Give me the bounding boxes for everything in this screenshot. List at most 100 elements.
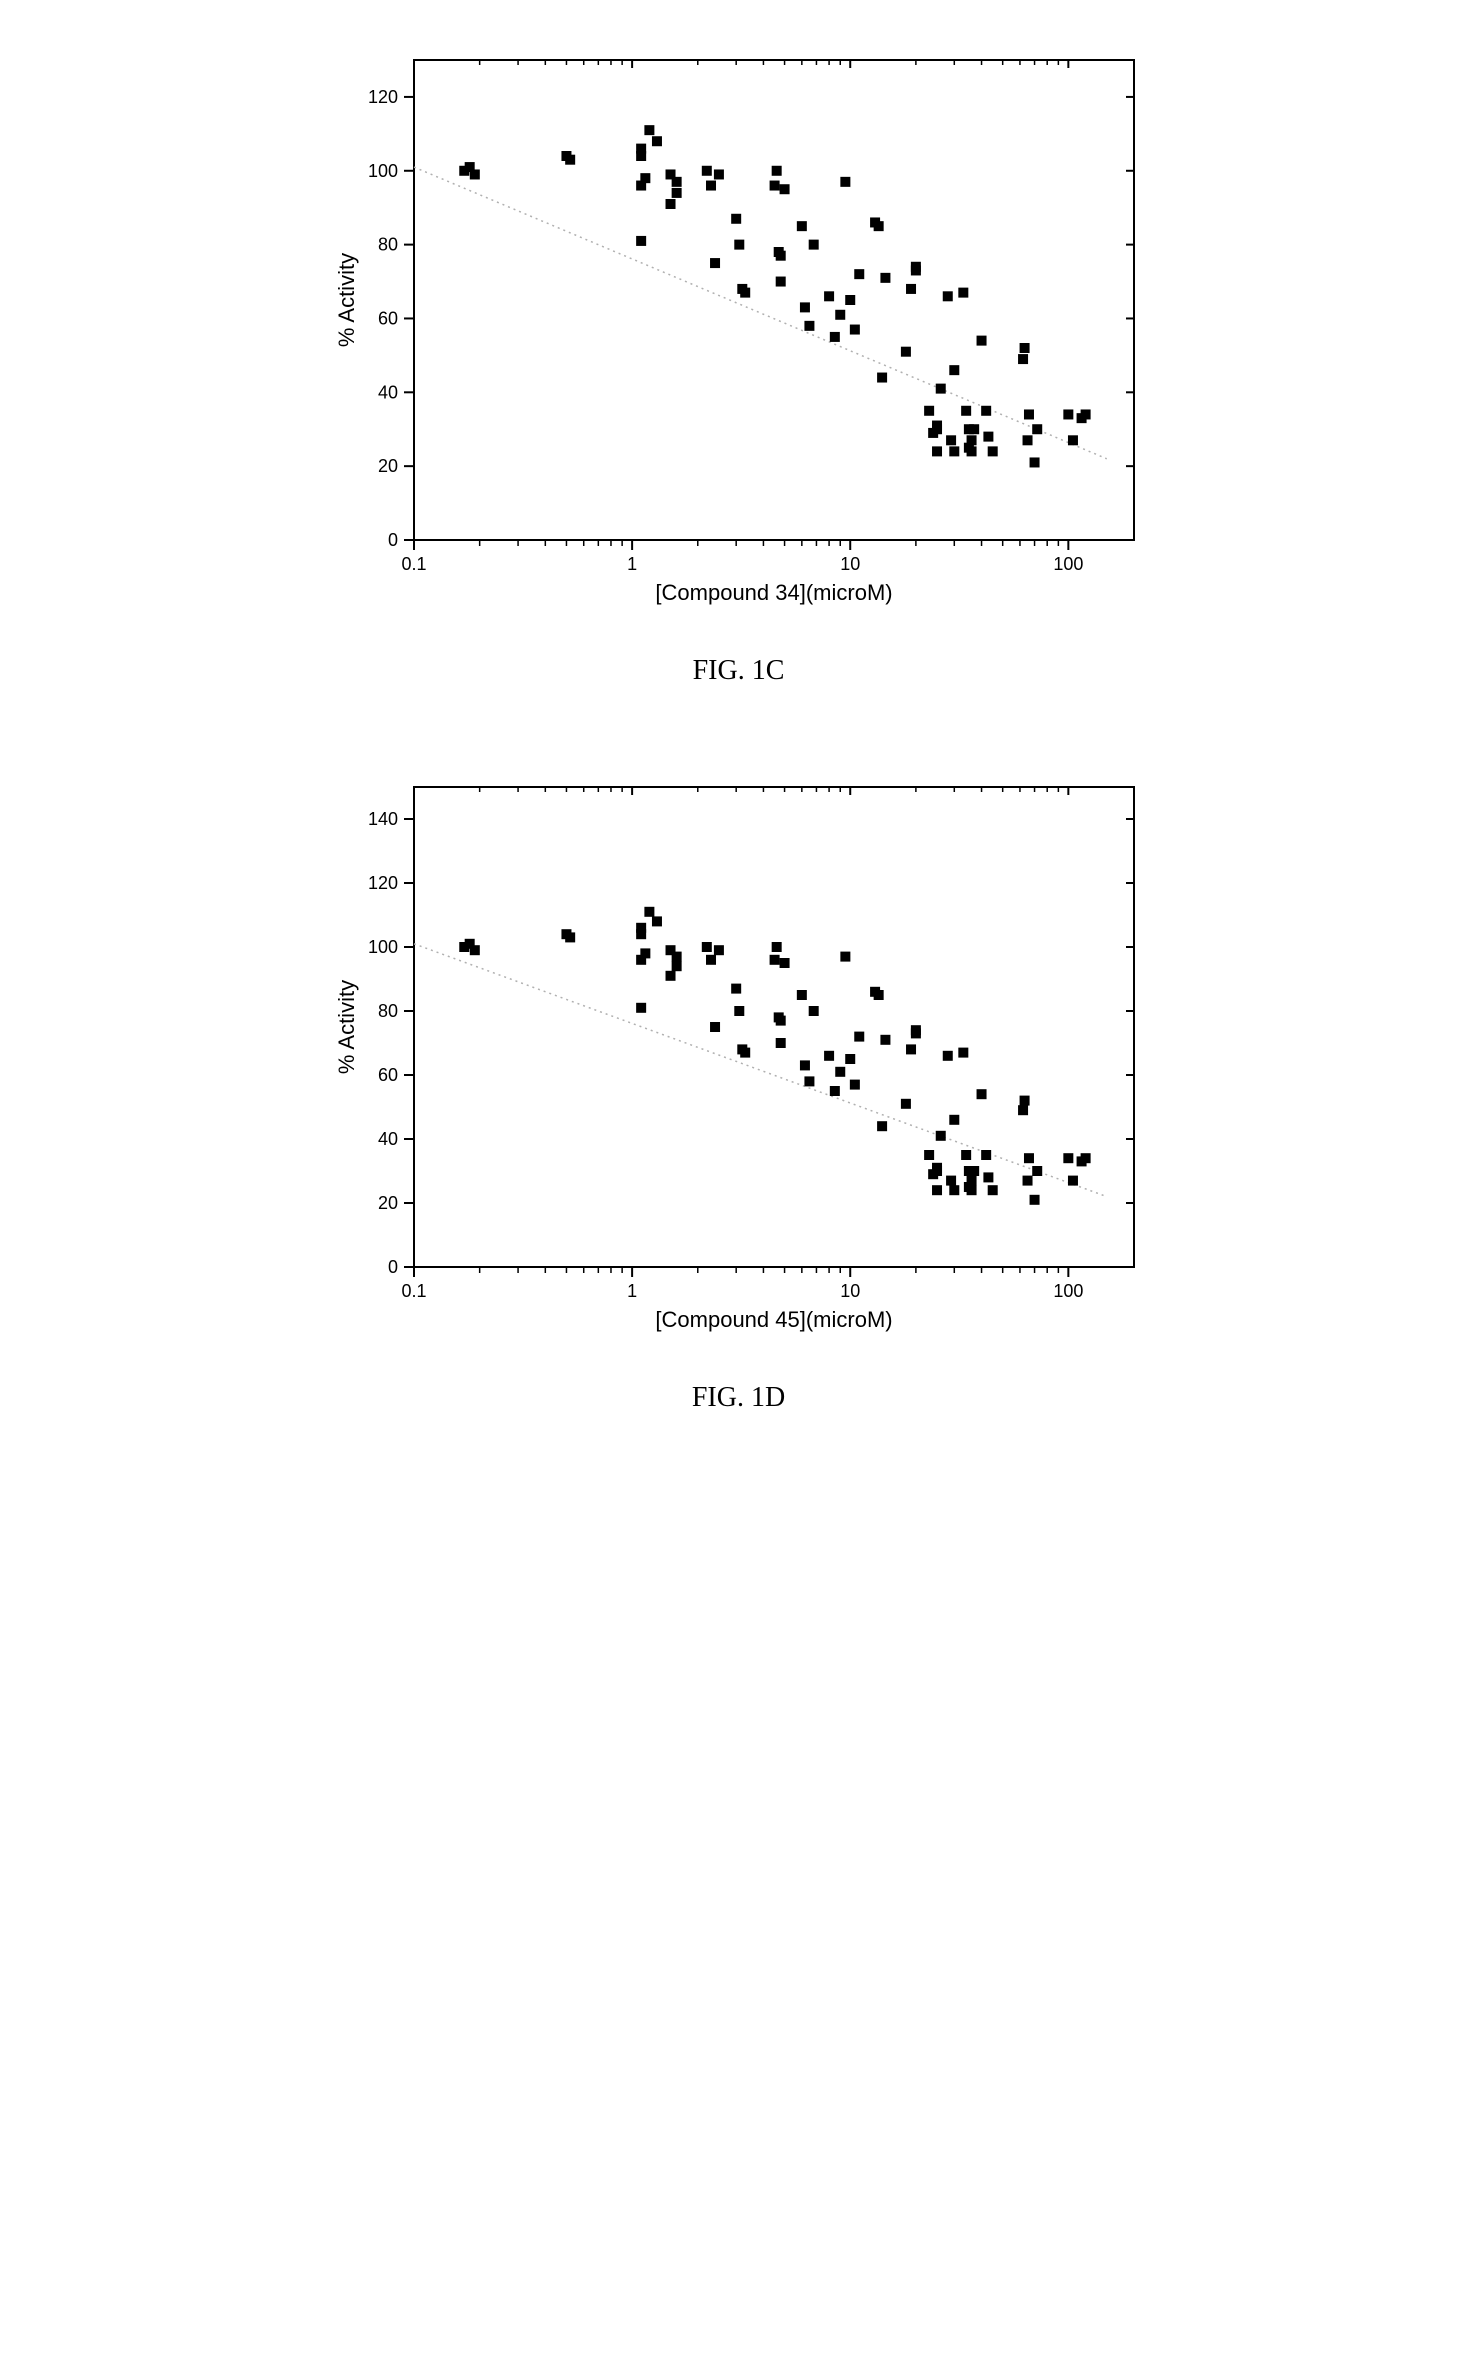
data-point bbox=[840, 952, 850, 962]
data-point bbox=[835, 310, 845, 320]
data-point bbox=[706, 181, 716, 191]
data-point bbox=[969, 1166, 979, 1176]
x-tick-label: 100 bbox=[1053, 554, 1083, 574]
data-point bbox=[1018, 354, 1028, 364]
data-point bbox=[799, 302, 809, 312]
data-point bbox=[775, 1038, 785, 1048]
data-point bbox=[779, 184, 789, 194]
data-point bbox=[854, 1032, 864, 1042]
data-point bbox=[469, 169, 479, 179]
data-point bbox=[779, 958, 789, 968]
data-point bbox=[987, 446, 997, 456]
data-point bbox=[1019, 1096, 1029, 1106]
data-point bbox=[1067, 1176, 1077, 1186]
data-point bbox=[966, 446, 976, 456]
data-point bbox=[824, 291, 834, 301]
x-axis-label: [Compound 45](microM) bbox=[655, 1307, 892, 1332]
data-point bbox=[1029, 457, 1039, 467]
charts-container: 0204060801001200.1110100[Compound 34](mi… bbox=[40, 40, 1437, 1414]
y-tick-label: 60 bbox=[377, 308, 397, 328]
y-tick-label: 20 bbox=[377, 1193, 397, 1213]
data-point bbox=[961, 406, 971, 416]
data-point bbox=[958, 288, 968, 298]
data-point bbox=[734, 1006, 744, 1016]
data-point bbox=[969, 424, 979, 434]
data-point bbox=[829, 1086, 839, 1096]
data-point bbox=[769, 955, 779, 965]
figure-caption: FIG. 1D bbox=[289, 1382, 1189, 1414]
data-point bbox=[740, 1048, 750, 1058]
y-tick-label: 140 bbox=[367, 809, 397, 829]
data-point bbox=[854, 269, 864, 279]
data-point bbox=[849, 325, 859, 335]
data-point bbox=[900, 1099, 910, 1109]
data-point bbox=[804, 321, 814, 331]
data-point bbox=[966, 1185, 976, 1195]
data-point bbox=[1023, 1153, 1033, 1163]
data-point bbox=[880, 1035, 890, 1045]
data-point bbox=[640, 173, 650, 183]
figure-fig1d: 0204060801001201400.1110100[Compound 45]… bbox=[289, 767, 1189, 1414]
data-point bbox=[636, 236, 646, 246]
data-point bbox=[671, 177, 681, 187]
data-point bbox=[877, 373, 887, 383]
data-point bbox=[935, 384, 945, 394]
figure-caption: FIG. 1C bbox=[289, 655, 1189, 687]
data-point bbox=[880, 273, 890, 283]
data-point bbox=[565, 932, 575, 942]
data-point bbox=[1029, 1195, 1039, 1205]
data-point bbox=[877, 1121, 887, 1131]
data-point bbox=[799, 1060, 809, 1070]
data-point bbox=[1067, 435, 1077, 445]
data-point bbox=[1022, 435, 1032, 445]
data-point bbox=[835, 1067, 845, 1077]
y-tick-label: 20 bbox=[377, 456, 397, 476]
data-point bbox=[636, 144, 646, 154]
data-point bbox=[734, 240, 744, 250]
data-point bbox=[949, 1115, 959, 1125]
data-point bbox=[935, 1131, 945, 1141]
data-point bbox=[671, 952, 681, 962]
data-point bbox=[713, 169, 723, 179]
data-point bbox=[713, 945, 723, 955]
data-point bbox=[910, 1028, 920, 1038]
data-point bbox=[710, 1022, 720, 1032]
data-point bbox=[873, 990, 883, 1000]
data-point bbox=[946, 435, 956, 445]
data-point bbox=[775, 251, 785, 261]
y-tick-label: 100 bbox=[367, 161, 397, 181]
data-point bbox=[983, 432, 993, 442]
data-point bbox=[949, 446, 959, 456]
y-tick-label: 0 bbox=[387, 530, 397, 550]
data-point bbox=[906, 1044, 916, 1054]
data-point bbox=[932, 1163, 942, 1173]
data-point bbox=[636, 1003, 646, 1013]
data-point bbox=[900, 347, 910, 357]
y-tick-label: 80 bbox=[377, 235, 397, 255]
data-point bbox=[932, 421, 942, 431]
data-point bbox=[771, 942, 781, 952]
data-point bbox=[706, 955, 716, 965]
data-point bbox=[804, 1076, 814, 1086]
data-point bbox=[644, 125, 654, 135]
y-tick-label: 40 bbox=[377, 382, 397, 402]
data-point bbox=[1032, 1166, 1042, 1176]
data-point bbox=[640, 948, 650, 958]
data-point bbox=[771, 166, 781, 176]
data-point bbox=[1019, 343, 1029, 353]
y-tick-label: 120 bbox=[367, 873, 397, 893]
data-point bbox=[987, 1185, 997, 1195]
data-point bbox=[829, 332, 839, 342]
data-point bbox=[775, 277, 785, 287]
data-point bbox=[651, 136, 661, 146]
data-point bbox=[731, 984, 741, 994]
data-point bbox=[966, 435, 976, 445]
data-point bbox=[796, 990, 806, 1000]
x-tick-label: 10 bbox=[840, 554, 860, 574]
data-point bbox=[981, 1150, 991, 1160]
figure-fig1c: 0204060801001200.1110100[Compound 34](mi… bbox=[289, 40, 1189, 687]
data-point bbox=[840, 177, 850, 187]
data-point bbox=[910, 265, 920, 275]
y-tick-label: 0 bbox=[387, 1257, 397, 1277]
scatter-plot: 0204060801001201400.1110100[Compound 45]… bbox=[319, 767, 1159, 1347]
